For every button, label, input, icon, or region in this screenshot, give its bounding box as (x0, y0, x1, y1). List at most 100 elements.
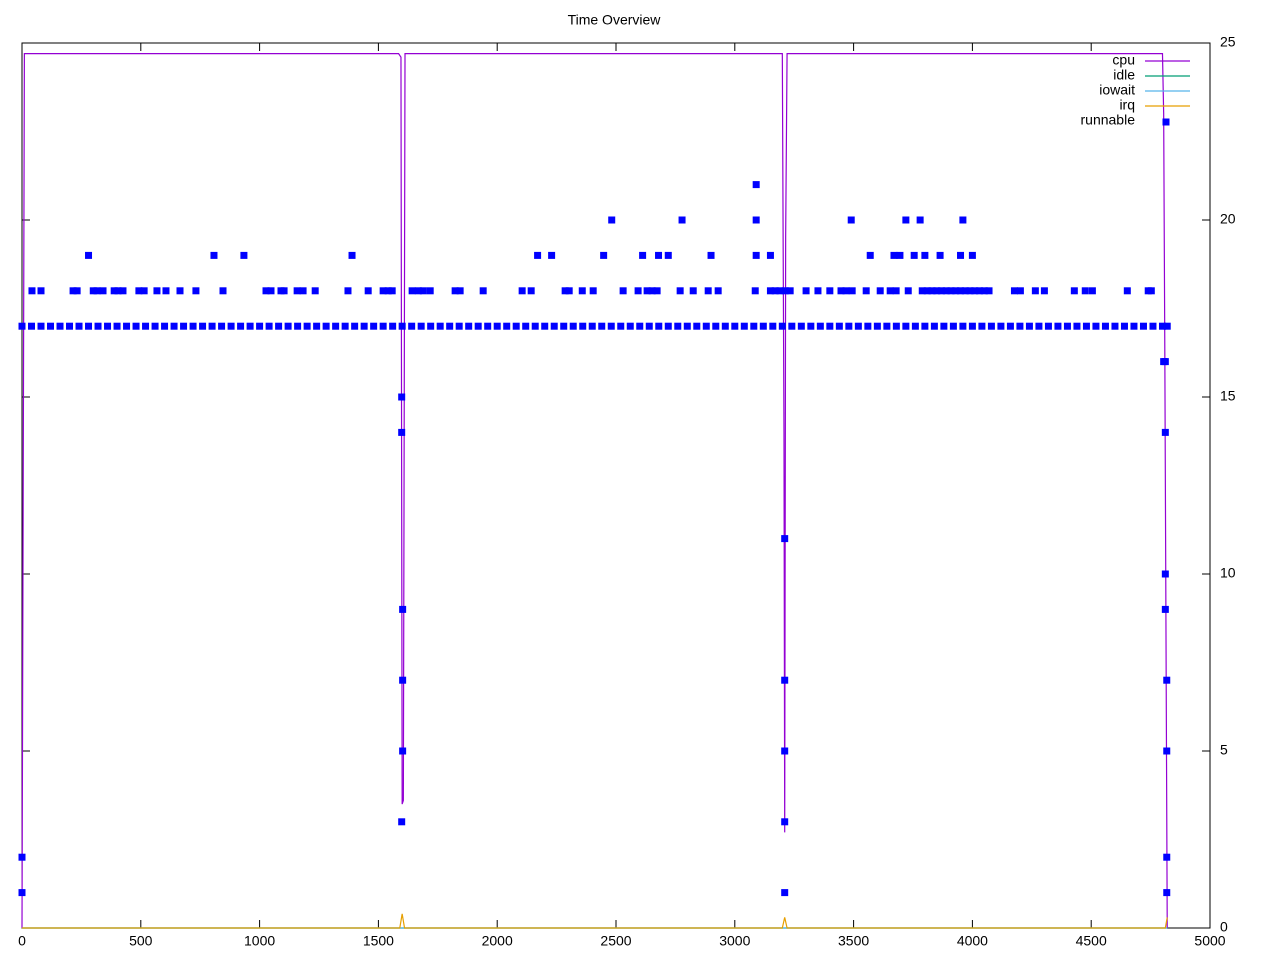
y-tick-label: 15 (1220, 388, 1236, 404)
data-point (802, 287, 810, 295)
data-point (781, 287, 789, 295)
data-point (980, 287, 988, 295)
data-point (966, 287, 974, 295)
data-point (864, 322, 872, 330)
data-point (322, 322, 330, 330)
data-point (664, 322, 672, 330)
data-point (936, 251, 944, 259)
y-tick-label: 10 (1220, 565, 1236, 581)
data-point (299, 287, 307, 295)
data-point (1016, 322, 1024, 330)
data-point (1044, 322, 1052, 330)
data-point (683, 322, 691, 330)
data-point (114, 287, 122, 295)
data-point (676, 287, 684, 295)
data-point (240, 251, 248, 259)
data-point (598, 322, 606, 330)
data-point (503, 322, 511, 330)
x-tick-label: 2500 (600, 933, 631, 949)
legend-label: idle (1113, 67, 1135, 83)
data-point (674, 322, 682, 330)
data-point (419, 287, 427, 295)
data-point (262, 287, 270, 295)
data-point (655, 251, 663, 259)
data-point (971, 287, 979, 295)
data-point (348, 251, 356, 259)
data-point (176, 287, 184, 295)
data-point (534, 251, 542, 259)
data-point (527, 287, 535, 295)
data-point (928, 287, 936, 295)
data-point (664, 251, 672, 259)
data-point (892, 287, 900, 295)
data-point (608, 216, 616, 224)
data-point (766, 251, 774, 259)
y-tick-label: 5 (1220, 742, 1228, 758)
data-point (69, 287, 77, 295)
data-point (18, 322, 26, 330)
data-point (952, 287, 960, 295)
x-tick-label: 5000 (1194, 933, 1225, 949)
data-point (110, 287, 118, 295)
data-point (1163, 322, 1171, 330)
data-point (766, 287, 774, 295)
data-point (451, 287, 459, 295)
data-point (479, 287, 487, 295)
data-point (408, 322, 416, 330)
data-point (985, 287, 993, 295)
data-point (1010, 287, 1018, 295)
data-point (781, 676, 789, 684)
data-point (731, 322, 739, 330)
data-point (219, 287, 227, 295)
data-point (921, 322, 929, 330)
legend-label: irq (1119, 97, 1135, 113)
data-point (56, 322, 64, 330)
data-point (1130, 322, 1138, 330)
data-point (153, 287, 161, 295)
data-point (797, 322, 805, 330)
data-point (904, 287, 912, 295)
data-point (227, 322, 235, 330)
data-point (1063, 322, 1071, 330)
data-point (569, 322, 577, 330)
data-point (702, 322, 710, 330)
data-point (862, 287, 870, 295)
data-point (170, 322, 178, 330)
data-point (781, 818, 789, 826)
data-point (246, 322, 254, 330)
data-point (427, 322, 435, 330)
data-point (751, 287, 759, 295)
data-point (99, 287, 107, 295)
legend-marker (1162, 118, 1170, 126)
data-point (267, 287, 275, 295)
data-point (842, 287, 850, 295)
data-point (1025, 322, 1033, 330)
data-point (1088, 287, 1096, 295)
data-point (636, 322, 644, 330)
data-point (484, 322, 492, 330)
data-point (436, 322, 444, 330)
data-point (28, 322, 36, 330)
data-point (750, 322, 758, 330)
data-point (1035, 322, 1043, 330)
data-point (341, 322, 349, 330)
data-point (151, 322, 159, 330)
data-point (639, 251, 647, 259)
data-point (456, 287, 464, 295)
data-point (237, 322, 245, 330)
data-point (845, 322, 853, 330)
data-point (399, 747, 407, 755)
data-point (37, 322, 45, 330)
data-point (759, 322, 767, 330)
data-point (1161, 428, 1169, 436)
x-tick-label: 500 (129, 933, 153, 949)
data-point (589, 287, 597, 295)
data-point (653, 287, 661, 295)
data-point (522, 322, 530, 330)
data-point (417, 322, 425, 330)
data-point (873, 322, 881, 330)
data-point (398, 818, 406, 826)
data-point (835, 322, 843, 330)
data-point (208, 322, 216, 330)
